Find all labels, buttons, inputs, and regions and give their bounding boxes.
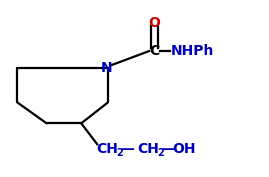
Text: CH: CH — [137, 142, 159, 156]
Text: OH: OH — [172, 142, 195, 156]
Text: —: — — [161, 142, 175, 156]
Text: C: C — [149, 44, 160, 58]
Text: 2: 2 — [116, 148, 123, 158]
Text: 2: 2 — [157, 148, 164, 158]
Text: CH: CH — [96, 142, 118, 156]
Text: —: — — [121, 142, 134, 156]
Text: O: O — [148, 16, 160, 30]
Text: N: N — [101, 61, 112, 75]
Text: NHPh: NHPh — [171, 44, 215, 58]
